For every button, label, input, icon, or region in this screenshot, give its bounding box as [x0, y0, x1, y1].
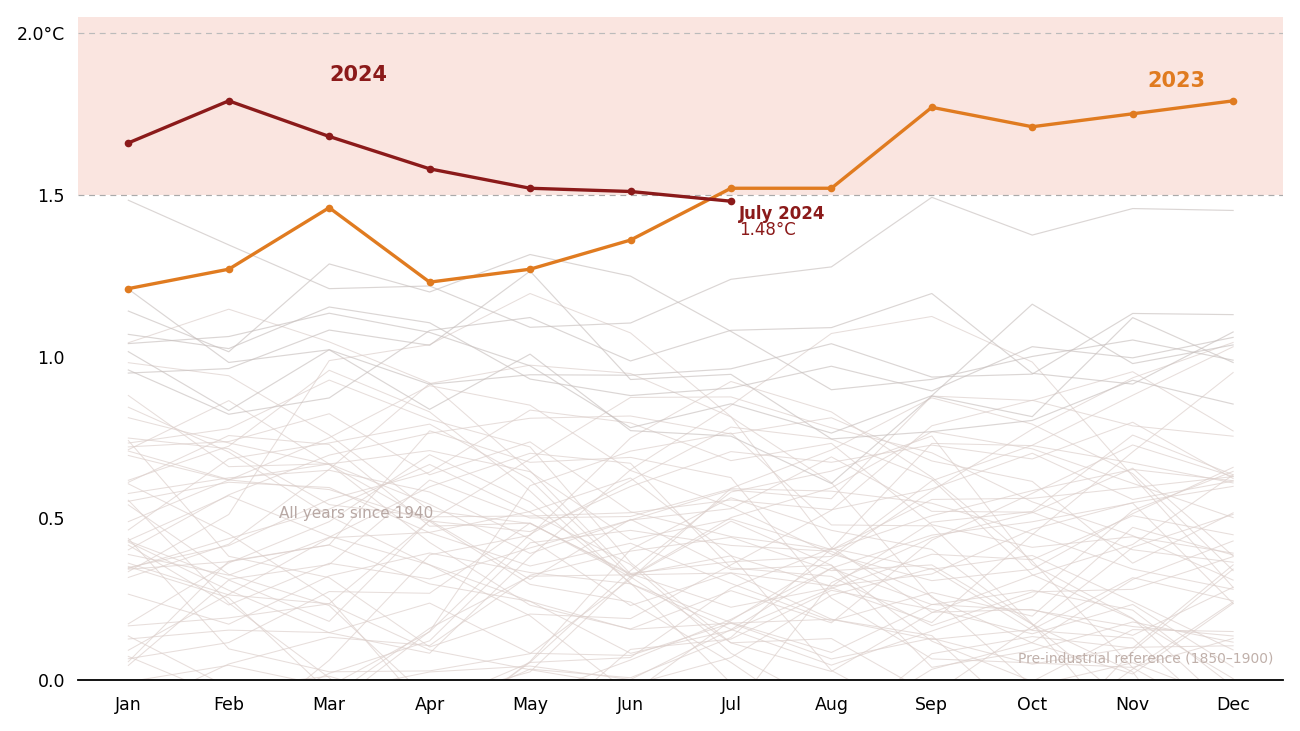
Text: 1.48°C: 1.48°C [738, 221, 796, 239]
Text: 2023: 2023 [1148, 71, 1205, 91]
Text: All years since 1940: All years since 1940 [280, 507, 433, 521]
Text: Pre-industrial reference (1850–1900): Pre-industrial reference (1850–1900) [1018, 651, 1273, 665]
Bar [78, 17, 1283, 194]
Text: July 2024: July 2024 [738, 205, 826, 223]
Text: 2024: 2024 [329, 64, 387, 85]
